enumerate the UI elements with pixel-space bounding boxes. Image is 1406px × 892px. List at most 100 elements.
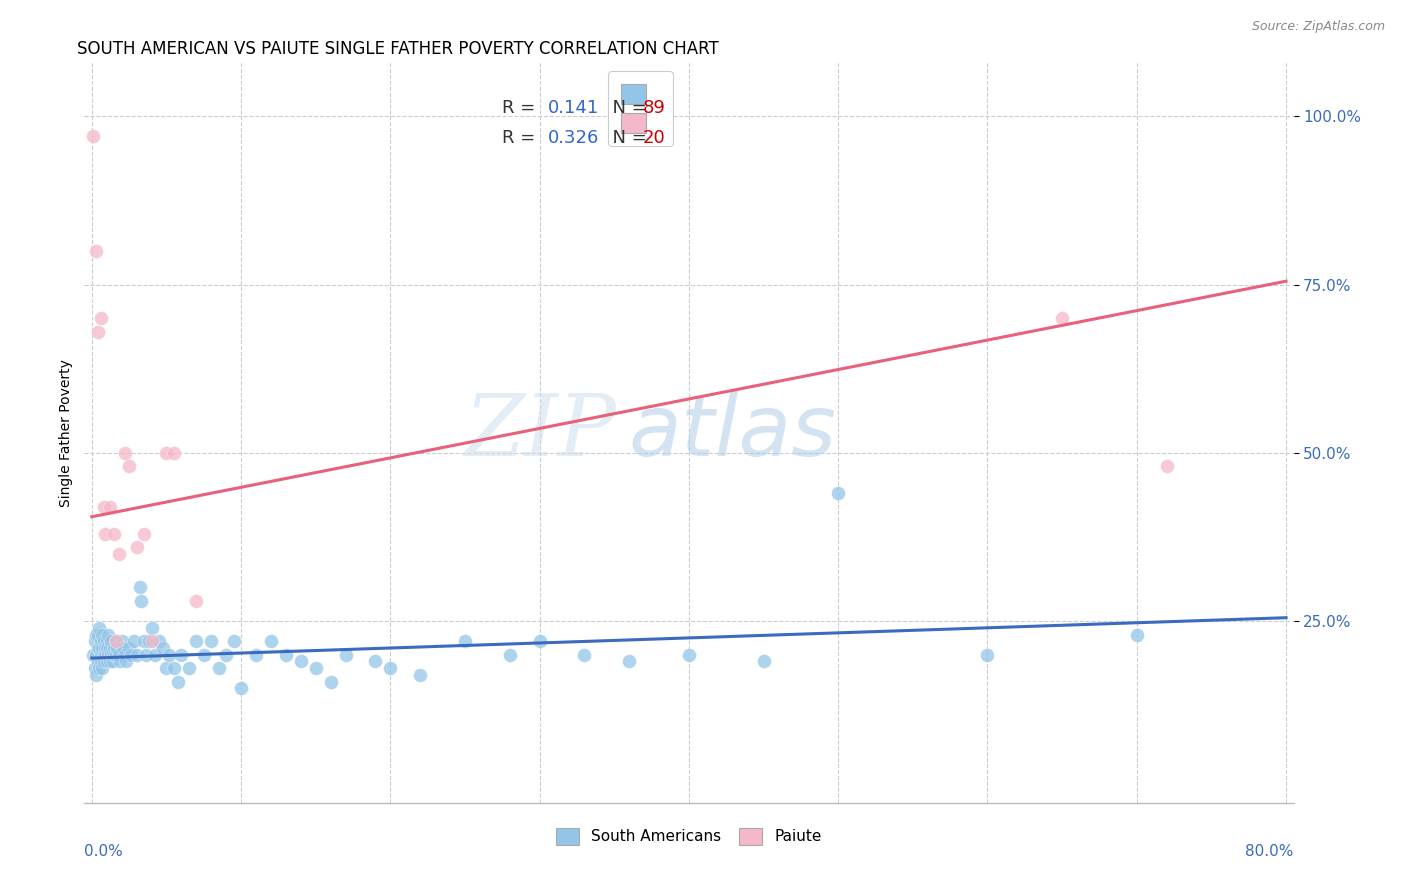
Point — [335, 648, 357, 662]
Point — [94, 640, 117, 655]
Point — [89, 640, 111, 655]
Point — [170, 648, 193, 662]
Text: R =: R = — [502, 129, 540, 147]
Point — [128, 581, 150, 595]
Point — [529, 634, 551, 648]
Point — [120, 648, 142, 662]
Point — [90, 311, 112, 326]
Point — [141, 634, 163, 648]
Point — [678, 648, 700, 662]
Text: Source: ZipAtlas.com: Source: ZipAtlas.com — [1251, 20, 1385, 33]
Point — [1156, 459, 1178, 474]
Point — [200, 634, 222, 648]
Point — [229, 681, 252, 696]
Point — [827, 486, 849, 500]
Point — [260, 634, 283, 648]
Point — [91, 640, 114, 655]
Text: 80.0%: 80.0% — [1246, 844, 1294, 858]
Point — [163, 446, 186, 460]
Point — [97, 627, 120, 641]
Point — [148, 634, 170, 648]
Point — [96, 655, 118, 669]
Point — [215, 648, 238, 662]
Point — [409, 668, 432, 682]
Point — [84, 627, 107, 641]
Point — [118, 459, 141, 474]
Point — [94, 648, 117, 662]
Point — [93, 648, 115, 662]
Text: ZIP: ZIP — [464, 392, 616, 474]
Text: SOUTH AMERICAN VS PAIUTE SINGLE FATHER POVERTY CORRELATION CHART: SOUTH AMERICAN VS PAIUTE SINGLE FATHER P… — [77, 40, 718, 58]
Point — [274, 648, 297, 662]
Point — [104, 634, 127, 648]
Point — [108, 655, 131, 669]
Point — [619, 655, 641, 669]
Point — [104, 648, 127, 662]
Point — [364, 655, 387, 669]
Point — [89, 621, 111, 635]
Point — [155, 446, 177, 460]
Point — [105, 640, 128, 655]
Point — [83, 661, 105, 675]
Point — [499, 648, 522, 662]
Point — [163, 661, 186, 675]
Point — [135, 648, 157, 662]
Point — [94, 526, 117, 541]
Point — [96, 634, 118, 648]
Text: N =: N = — [600, 129, 652, 147]
Point — [114, 648, 136, 662]
Point — [319, 674, 342, 689]
Point — [138, 634, 160, 648]
Point — [90, 655, 112, 669]
Point — [111, 634, 134, 648]
Point — [98, 655, 121, 669]
Point — [1126, 627, 1149, 641]
Point — [290, 655, 312, 669]
Point — [141, 621, 163, 635]
Point — [100, 648, 122, 662]
Point — [208, 661, 231, 675]
Point — [87, 627, 110, 641]
Point — [155, 661, 177, 675]
Point — [89, 661, 111, 675]
Text: atlas: atlas — [628, 391, 837, 475]
Point — [186, 634, 208, 648]
Point — [1050, 311, 1073, 326]
Point — [115, 655, 138, 669]
Legend: South Americans, Paiute: South Americans, Paiute — [550, 822, 828, 851]
Point — [167, 674, 190, 689]
Point — [82, 648, 104, 662]
Point — [122, 634, 145, 648]
Text: N =: N = — [600, 99, 652, 118]
Point — [125, 648, 148, 662]
Y-axis label: Single Father Poverty: Single Father Poverty — [59, 359, 73, 507]
Point — [83, 634, 105, 648]
Point — [100, 634, 122, 648]
Point — [574, 648, 596, 662]
Point — [143, 648, 166, 662]
Point — [129, 594, 152, 608]
Point — [98, 500, 121, 514]
Point — [193, 648, 215, 662]
Point — [87, 640, 110, 655]
Point — [93, 500, 115, 514]
Point — [305, 661, 328, 675]
Point — [752, 655, 775, 669]
Text: 0.326: 0.326 — [547, 129, 599, 147]
Point — [87, 655, 110, 669]
Point — [976, 648, 998, 662]
Text: 0.141: 0.141 — [547, 99, 599, 118]
Point — [93, 655, 115, 669]
Point — [90, 634, 112, 648]
Point — [245, 648, 267, 662]
Point — [222, 634, 245, 648]
Point — [114, 446, 136, 460]
Point — [132, 634, 155, 648]
Point — [84, 648, 107, 662]
Point — [103, 640, 125, 655]
Point — [91, 661, 114, 675]
Point — [103, 526, 125, 541]
Point — [90, 648, 112, 662]
Point — [152, 640, 174, 655]
Point — [84, 668, 107, 682]
